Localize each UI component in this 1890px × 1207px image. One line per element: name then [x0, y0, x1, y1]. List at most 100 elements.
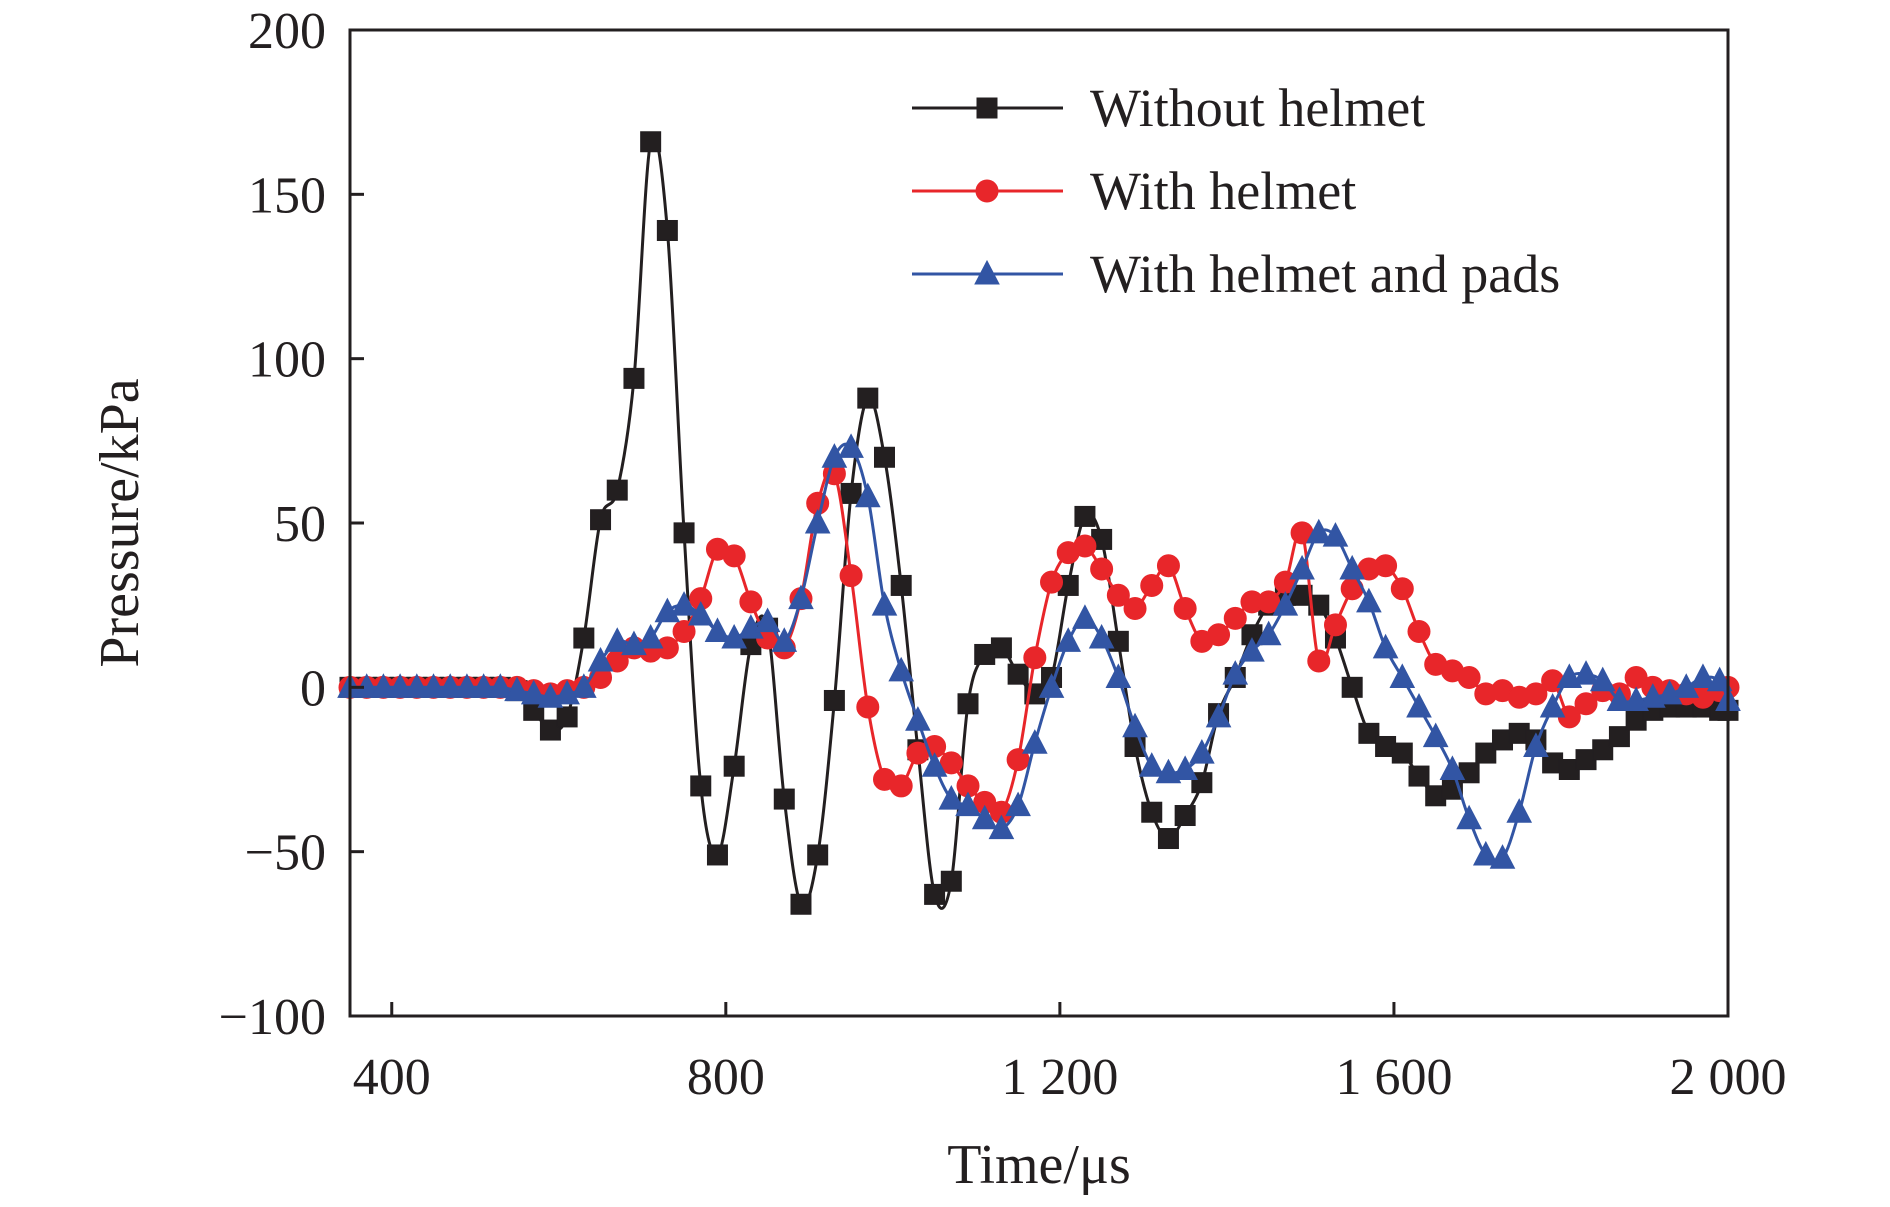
legend-label: Without helmet [1090, 78, 1425, 138]
data-point [1073, 534, 1097, 558]
data-point [722, 544, 746, 568]
data-point [623, 367, 645, 389]
data-point [890, 574, 912, 596]
data-point [1038, 673, 1065, 698]
data-point [988, 814, 1015, 840]
data-point [1040, 570, 1064, 594]
data-point [1456, 804, 1482, 830]
data-point [1506, 798, 1533, 823]
data-point [556, 706, 578, 728]
data-point [871, 591, 898, 616]
data-point [1255, 620, 1282, 646]
data-point [1074, 505, 1096, 527]
data-point [1123, 596, 1147, 620]
data-point [571, 673, 597, 698]
data-point [790, 893, 812, 915]
axes: 400 800 1 200 1 600 2 000 −100 −50 0 50 100 150 200 [219, 3, 1787, 1106]
data-point [1305, 518, 1332, 544]
data-point [1307, 649, 1331, 673]
data-point [403, 673, 430, 698]
data-point [1374, 554, 1398, 578]
series-3 [337, 433, 1741, 869]
data-point [1105, 663, 1132, 688]
data-point [1023, 646, 1047, 670]
x-tick-label: 800 [687, 1049, 765, 1106]
data-point [1356, 587, 1382, 613]
data-point [370, 673, 397, 698]
data-point [1608, 726, 1630, 748]
data-point [387, 673, 413, 698]
data-point [1174, 805, 1196, 827]
data-point [1391, 742, 1413, 764]
data-point [1308, 594, 1330, 616]
data-point [857, 387, 879, 409]
data-point [554, 679, 580, 705]
data-point [773, 788, 795, 810]
data-point [706, 844, 728, 866]
y-tick-label: 50 [274, 496, 326, 553]
data-point [1172, 755, 1198, 780]
y-tick-label: −50 [245, 825, 326, 882]
data-point [1472, 840, 1499, 866]
data-point [1140, 573, 1164, 597]
data-point [1222, 660, 1249, 685]
data-point [1141, 801, 1163, 823]
x-axis-title: Time/μs [947, 1134, 1131, 1196]
data-point [1372, 633, 1399, 659]
data-point [1021, 729, 1048, 754]
data-point [654, 597, 681, 623]
data-point [939, 751, 963, 775]
data-point [1090, 557, 1114, 581]
data-point [723, 755, 745, 777]
data-point [1205, 702, 1232, 728]
data-point [924, 883, 946, 905]
plot-frame [348, 28, 1730, 1018]
data-point [1005, 791, 1031, 817]
x-tick-label: 1 600 [1335, 1049, 1452, 1106]
data-point [1088, 623, 1115, 649]
data-point [606, 479, 628, 501]
data-point [604, 627, 631, 652]
data-point [739, 590, 763, 614]
data-point [990, 637, 1012, 659]
data-point [854, 482, 881, 508]
data-point [1656, 679, 1683, 705]
data-point [804, 508, 831, 534]
data-point [856, 695, 880, 719]
data-point [938, 784, 965, 810]
x-tick-label: 2 000 [1670, 1049, 1787, 1106]
data-point [888, 656, 915, 682]
data-point [788, 584, 814, 610]
legend-square-marker [976, 97, 998, 119]
data-point [1055, 627, 1082, 652]
data-point [672, 619, 696, 643]
data-point [1475, 742, 1497, 764]
data-point [640, 131, 662, 153]
data-point [1407, 619, 1431, 643]
y-tick-label: 200 [248, 3, 326, 60]
legend-label: With helmet and pads [1090, 244, 1560, 304]
data-point [957, 693, 979, 715]
data-point [905, 706, 931, 731]
data-point [590, 509, 612, 531]
data-point [1573, 660, 1599, 685]
data-point [587, 646, 614, 672]
x-tick-label: 1 200 [1001, 1049, 1118, 1106]
y-tick-label: 100 [248, 332, 326, 389]
x-tick-label: 400 [353, 1049, 431, 1106]
data-point [637, 623, 664, 649]
data-point [1390, 577, 1414, 601]
data-point [673, 522, 695, 544]
data-point [1223, 606, 1247, 630]
data-point [1690, 663, 1716, 688]
data-point [839, 564, 863, 588]
data-point [1489, 844, 1516, 869]
data-point [1156, 554, 1180, 578]
plot-marks [337, 131, 1741, 915]
data-point [671, 591, 697, 616]
legend-triangle-marker [974, 259, 1000, 285]
legend-item: With helmet and pads [912, 244, 1560, 304]
data-point [1138, 752, 1165, 777]
data-point [656, 219, 678, 241]
